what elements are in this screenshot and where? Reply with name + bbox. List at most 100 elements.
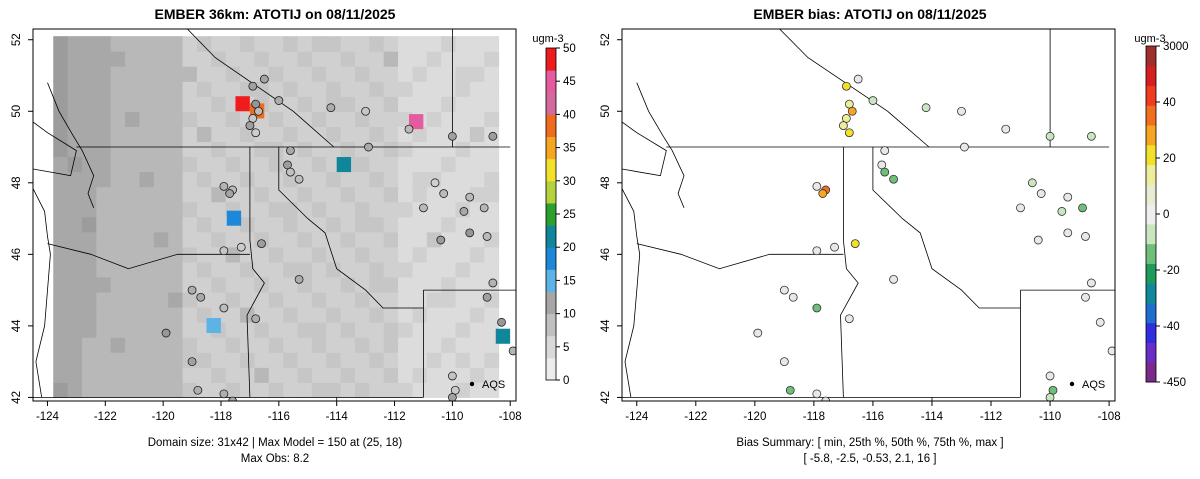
- heatmap-cell: [67, 352, 83, 368]
- obs-station-dot: [436, 235, 446, 245]
- heatmap-cell: [383, 246, 399, 263]
- obs-station-dot: [459, 207, 469, 216]
- heatmap-cell: [469, 111, 485, 127]
- heatmap-cell: [182, 66, 198, 82]
- left-colorbar: ugm-3 0 5 10 15 20 25 30 35 40 45 50: [532, 33, 575, 387]
- left-plot-frame: [32, 28, 517, 402]
- obs-station-dot: [196, 292, 206, 302]
- heatmap-cell: [96, 246, 112, 263]
- heatmap-cell: [441, 81, 457, 97]
- heatmap-cell: [153, 277, 169, 293]
- heatmap-cell: [455, 337, 471, 353]
- heatmap-cell: [283, 261, 298, 278]
- heatmap-cell: [139, 337, 155, 353]
- heatmap-cell: [153, 96, 169, 112]
- heatmap-cell: [383, 261, 399, 278]
- heatmap-cell: [311, 81, 327, 97]
- heatmap-cell: [67, 307, 83, 323]
- heatmap-cell: [311, 186, 327, 203]
- heatmap-cell: [125, 66, 140, 82]
- left-x-tick-label: -114: [326, 411, 349, 423]
- left-colorbar-segment: [546, 92, 556, 115]
- bias-station-dot: [1081, 232, 1090, 241]
- heatmap-cell: [139, 36, 155, 52]
- heatmap-cell: [369, 36, 385, 52]
- heatmap-cell: [81, 96, 97, 112]
- bias-station-dot: [1045, 131, 1055, 141]
- obs-station-dot: [465, 228, 475, 238]
- heatmap-cell: [53, 126, 69, 143]
- heatmap-cell: [254, 292, 270, 308]
- heatmap-cell: [153, 261, 169, 278]
- heatmap-cell: [240, 382, 255, 398]
- obs-station-dot: [294, 274, 304, 284]
- heatmap-cell: [383, 156, 399, 173]
- heatmap-cell: [268, 171, 284, 188]
- left-footer-line2: Max Obs: 8.2: [241, 453, 309, 465]
- heatmap-cell: [125, 292, 140, 308]
- heatmap-cell: [67, 186, 83, 203]
- heatmap-hotspot: [226, 210, 242, 226]
- heatmap-cell: [369, 51, 385, 67]
- left-colorbar-label: 45: [563, 76, 576, 88]
- heatmap-cell: [254, 382, 270, 398]
- heatmap-cell: [426, 156, 442, 173]
- heatmap-cell: [139, 322, 155, 338]
- heatmap-cell: [354, 352, 370, 368]
- left-x-tick-label: -108: [499, 411, 522, 423]
- heatmap-cell: [139, 367, 155, 383]
- heatmap-cell: [125, 171, 140, 188]
- heatmap-cell: [441, 246, 457, 263]
- heatmap-cell: [67, 216, 83, 233]
- left-colorbar-label: 50: [563, 43, 576, 55]
- heatmap-cell: [340, 322, 356, 338]
- right-x-tick-label: -112: [980, 411, 1002, 423]
- obs-station-dot: [248, 81, 258, 91]
- right-x-tick-label: -124: [625, 411, 649, 423]
- heatmap-cell: [110, 96, 126, 112]
- heatmap-cell: [153, 51, 169, 67]
- heatmap-cell: [340, 186, 356, 203]
- bias-station-dot: [812, 303, 822, 313]
- heatmap-cell: [196, 261, 212, 278]
- heatmap-cell: [469, 96, 485, 112]
- heatmap-cell: [283, 126, 298, 143]
- obs-station-dot: [245, 121, 255, 130]
- right-colorbar-segment: [1146, 204, 1156, 225]
- heatmap-cell: [139, 141, 155, 158]
- left-colorbar-segment: [546, 335, 556, 359]
- heatmap-cell: [196, 367, 212, 383]
- heatmap-cell: [383, 81, 399, 97]
- heatmap-cell: [455, 111, 471, 127]
- heatmap-cell: [240, 201, 255, 218]
- heatmap-cell: [297, 216, 313, 233]
- heatmap-cell: [326, 111, 342, 127]
- left-x-tick-label: -120: [152, 411, 175, 423]
- obs-station-dot: [259, 74, 269, 84]
- heatmap-cell: [412, 216, 428, 233]
- heatmap-cell: [297, 201, 313, 218]
- heatmap-cell: [311, 156, 327, 173]
- heatmap-cell: [283, 96, 298, 112]
- heatmap-cell: [441, 156, 457, 173]
- heatmap-cell: [168, 96, 184, 112]
- heatmap-cell: [354, 81, 370, 97]
- heatmap-cell: [354, 231, 370, 248]
- heatmap-cell: [110, 126, 126, 143]
- right-colorbar-segment: [1146, 362, 1156, 383]
- left-aqs-label: AQS: [482, 379, 505, 391]
- heatmap-cell: [196, 231, 212, 248]
- obs-station-dot: [274, 96, 284, 105]
- heatmap-cell: [254, 367, 270, 383]
- heatmap-cell: [484, 186, 500, 203]
- heatmap-cell: [125, 307, 140, 323]
- heatmap-cell: [469, 141, 485, 158]
- right-colorbar-segment: [1146, 283, 1156, 304]
- heatmap-cell: [426, 352, 442, 368]
- heatmap-cell: [412, 367, 428, 383]
- obs-station-dot: [479, 203, 489, 213]
- heatmap-cell: [96, 352, 112, 368]
- heatmap-cell: [398, 66, 413, 82]
- heatmap-cell: [398, 382, 413, 398]
- heatmap-cell: [139, 171, 155, 188]
